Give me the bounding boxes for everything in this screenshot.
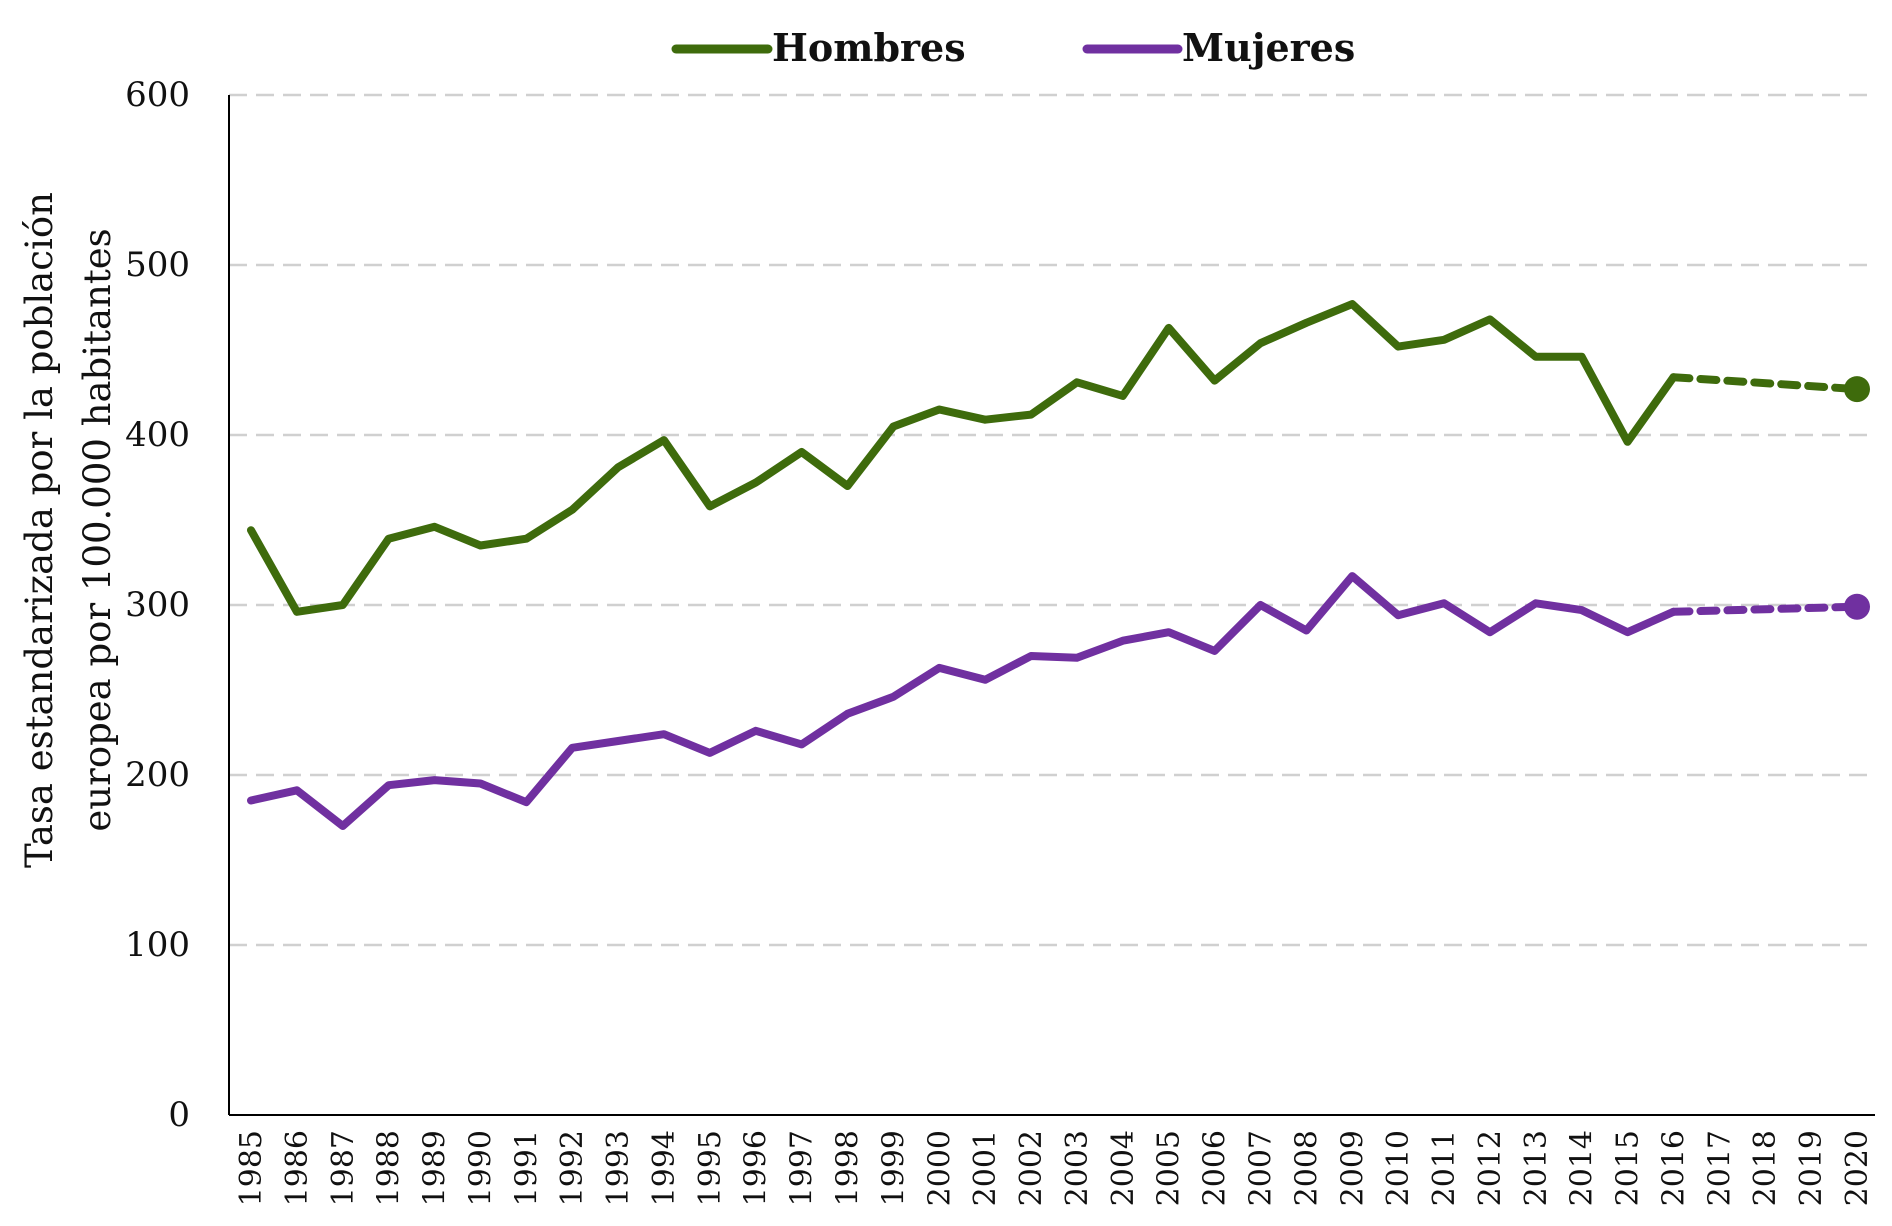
x-tick-label: 1985 [234, 1130, 269, 1206]
series-layer [247, 300, 1870, 830]
y-tick-label: 100 [125, 925, 190, 965]
x-tick-label: 1993 [601, 1130, 636, 1206]
x-tick-label: 2000 [922, 1130, 957, 1206]
x-tick-label: 2014 [1565, 1130, 1600, 1206]
y-tick-label: 0 [168, 1095, 190, 1135]
x-tick-label: 2013 [1519, 1130, 1554, 1206]
y-tick-label: 500 [125, 245, 190, 285]
x-tick-label: 2007 [1243, 1130, 1278, 1206]
x-tick-labels: 1985 1986 1987 1988 1989 1990 1991 1992 1993 1994… [234, 1130, 1875, 1206]
x-tick-label: 2009 [1335, 1130, 1370, 1206]
x-tick-label: 2001 [968, 1130, 1003, 1206]
x-tick-label: 2012 [1473, 1130, 1508, 1206]
x-tick-label: 1986 [280, 1130, 315, 1206]
x-tick-label: 1998 [831, 1130, 866, 1206]
x-tick-label: 2018 [1748, 1130, 1783, 1206]
y-tick-label: 300 [125, 585, 190, 625]
x-tick-label: 1990 [463, 1130, 498, 1206]
x-tick-label: 2006 [1198, 1130, 1233, 1206]
legend: Hombres Mujeres [671, 25, 1355, 70]
y-axis-title-line-2: europea por 100.000 habitantes [76, 228, 119, 831]
x-tick-label: 2016 [1656, 1130, 1691, 1206]
y-axis-title: Tasa estandarizada por la población euro… [18, 192, 119, 868]
series-line-mujeres [247, 572, 1678, 830]
x-tick-label: 2005 [1152, 1130, 1187, 1206]
y-tick-label: 200 [125, 755, 190, 795]
x-tick-label: 2020 [1840, 1130, 1875, 1206]
x-tick-label: 2011 [1427, 1130, 1462, 1206]
x-tick-label: 1995 [693, 1130, 728, 1206]
y-tick-labels: 0 100 200 300 400 500 600 [125, 75, 190, 1135]
x-tick-label: 1997 [785, 1130, 820, 1206]
x-tick-label: 2019 [1794, 1130, 1829, 1206]
x-tick-label: 1992 [555, 1130, 590, 1206]
y-tick-label: 400 [125, 415, 190, 455]
x-tick-label: 2008 [1289, 1130, 1324, 1206]
x-tick-label: 2017 [1702, 1130, 1737, 1206]
x-tick-label: 2010 [1381, 1130, 1416, 1206]
x-tick-label: 1991 [509, 1130, 544, 1206]
y-tick-label: 600 [125, 75, 190, 115]
x-tick-label: 1988 [372, 1130, 407, 1206]
projection-point-hombres [1844, 376, 1870, 403]
x-tick-label: 2004 [1106, 1130, 1141, 1206]
x-tick-label: 1989 [418, 1130, 453, 1206]
x-tick-label: 1999 [876, 1130, 911, 1206]
x-tick-label: 2003 [1060, 1130, 1095, 1206]
x-tick-label: 2015 [1611, 1130, 1646, 1206]
x-tick-label: 1994 [647, 1130, 682, 1206]
x-tick-label: 2002 [1014, 1130, 1049, 1206]
projection-line-mujeres [1669, 602, 1861, 616]
x-tick-label: 1996 [739, 1130, 774, 1206]
series-line-hombres [247, 300, 1678, 616]
grid-lines [229, 93, 1875, 947]
y-axis-title-line-1: Tasa estandarizada por la población [18, 192, 61, 868]
legend-label-mujeres: Mujeres [1182, 25, 1355, 70]
legend-label-hombres: Hombres [772, 25, 966, 70]
x-tick-label: 1987 [326, 1130, 361, 1206]
projection-point-mujeres [1844, 593, 1870, 620]
projection-line-hombres [1669, 373, 1861, 394]
